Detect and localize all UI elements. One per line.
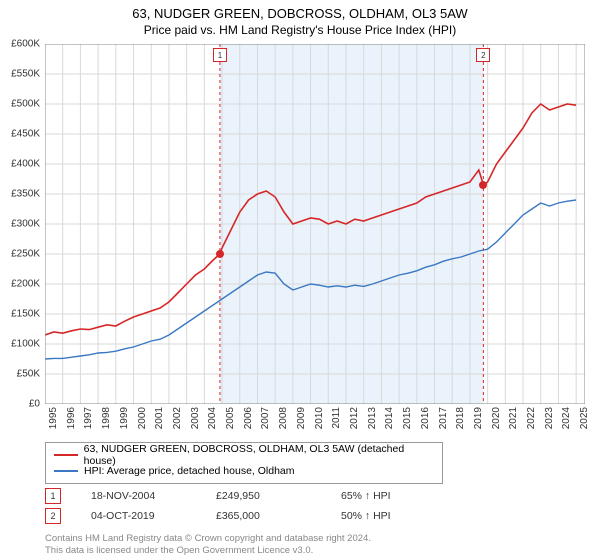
y-tick-label: £350K [11, 189, 40, 200]
x-tick-label: 2002 [172, 407, 183, 429]
x-tick-label: 2012 [349, 407, 360, 429]
x-tick-label: 2021 [508, 407, 519, 429]
x-tick-label: 2017 [438, 407, 449, 429]
marker-number-box: 2 [45, 508, 61, 524]
x-tick-label: 2005 [225, 407, 236, 429]
x-tick-label: 2006 [243, 407, 254, 429]
y-tick-label: £600K [11, 39, 40, 50]
marker-pct: 50% ↑ HPI [341, 510, 421, 522]
x-tick-label: 2018 [455, 407, 466, 429]
chart-container: 63, NUDGER GREEN, DOBCROSS, OLDHAM, OL3 … [0, 0, 600, 560]
chart-marker-dot [216, 250, 224, 258]
marker-price: £249,950 [216, 490, 311, 502]
marker-price: £365,000 [216, 510, 311, 522]
x-tick-label: 2000 [137, 407, 148, 429]
title-block: 63, NUDGER GREEN, DOBCROSS, OLDHAM, OL3 … [0, 0, 600, 39]
legend-swatch [54, 470, 78, 472]
y-tick-label: £150K [11, 309, 40, 320]
footer: Contains HM Land Registry data © Crown c… [45, 533, 371, 556]
y-tick-label: £500K [11, 99, 40, 110]
chart-subtitle: Price paid vs. HM Land Registry's House … [0, 23, 600, 37]
marker-row: 1 18-NOV-2004 £249,950 65% ↑ HPI [45, 486, 421, 506]
x-tick-label: 1999 [119, 407, 130, 429]
x-tick-label: 2003 [190, 407, 201, 429]
x-tick-label: 2001 [154, 407, 165, 429]
x-tick-label: 1998 [101, 407, 112, 429]
x-tick-label: 2024 [561, 407, 572, 429]
x-tick-label: 2011 [331, 407, 342, 429]
x-tick-label: 2022 [526, 407, 537, 429]
x-tick-label: 2020 [491, 407, 502, 429]
chart-marker-dot [479, 181, 487, 189]
x-tick-label: 2023 [544, 407, 555, 429]
y-tick-label: £250K [11, 249, 40, 260]
legend-label: HPI: Average price, detached house, Oldh… [84, 465, 295, 477]
marker-date: 18-NOV-2004 [91, 490, 186, 502]
legend-label: 63, NUDGER GREEN, DOBCROSS, OLDHAM, OL3 … [84, 443, 434, 467]
footer-line: Contains HM Land Registry data © Crown c… [45, 533, 371, 544]
marker-number-box: 1 [45, 488, 61, 504]
footer-line: This data is licensed under the Open Gov… [45, 545, 371, 556]
x-tick-label: 1996 [66, 407, 77, 429]
x-tick-label: 2007 [260, 407, 271, 429]
x-tick-label: 2004 [207, 407, 218, 429]
x-tick-label: 2009 [296, 407, 307, 429]
marker-row: 2 04-OCT-2019 £365,000 50% ↑ HPI [45, 506, 421, 526]
x-tick-label: 2025 [579, 407, 590, 429]
chart-marker-label: 2 [476, 48, 490, 62]
x-tick-label: 2010 [314, 407, 325, 429]
y-tick-label: £100K [11, 339, 40, 350]
marker-pct: 65% ↑ HPI [341, 490, 421, 502]
y-tick-label: £300K [11, 219, 40, 230]
y-tick-label: £400K [11, 159, 40, 170]
y-tick-label: £450K [11, 129, 40, 140]
y-tick-label: £50K [17, 369, 40, 380]
marker-date: 04-OCT-2019 [91, 510, 186, 522]
chart-svg [45, 44, 585, 404]
x-tick-label: 1995 [48, 407, 59, 429]
legend-item: 63, NUDGER GREEN, DOBCROSS, OLDHAM, OL3 … [54, 447, 434, 463]
x-tick-label: 2016 [420, 407, 431, 429]
x-tick-label: 2013 [367, 407, 378, 429]
y-tick-label: £550K [11, 69, 40, 80]
y-tick-label: £0 [29, 399, 40, 410]
chart-area: £0£50K£100K£150K£200K£250K£300K£350K£400… [45, 44, 585, 404]
y-tick-label: £200K [11, 279, 40, 290]
x-tick-label: 2019 [473, 407, 484, 429]
legend: 63, NUDGER GREEN, DOBCROSS, OLDHAM, OL3 … [45, 442, 443, 484]
x-tick-label: 2015 [402, 407, 413, 429]
marker-table: 1 18-NOV-2004 £249,950 65% ↑ HPI 2 04-OCT-201… [45, 486, 421, 526]
x-tick-label: 2014 [384, 407, 395, 429]
legend-swatch [54, 454, 78, 456]
x-tick-label: 1997 [83, 407, 94, 429]
x-tick-label: 2008 [278, 407, 289, 429]
chart-title: 63, NUDGER GREEN, DOBCROSS, OLDHAM, OL3 … [0, 6, 600, 21]
chart-marker-label: 1 [213, 48, 227, 62]
